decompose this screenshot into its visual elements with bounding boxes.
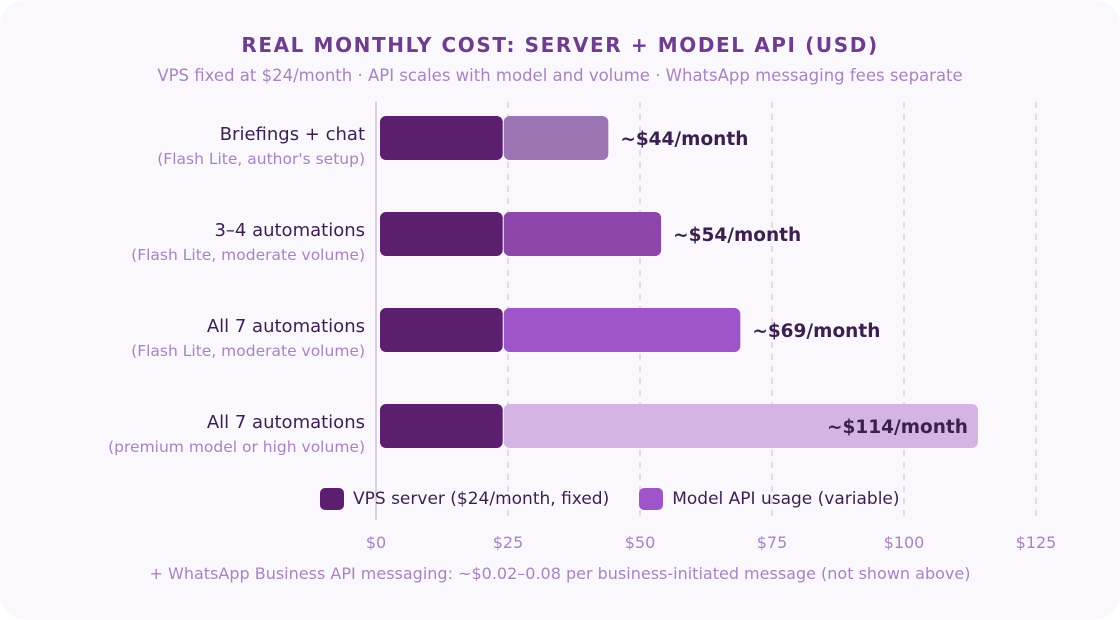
x-tick-label: $0 bbox=[366, 533, 386, 552]
legend-item-vps: VPS server ($24/month, fixed) bbox=[320, 488, 609, 510]
category-sublabel: (Flash Lite, moderate volume) bbox=[131, 342, 365, 360]
x-tick-label: $125 bbox=[1016, 533, 1057, 552]
bar-api bbox=[503, 116, 609, 160]
legend-label-api: Model API usage (variable) bbox=[672, 489, 900, 509]
bar-api bbox=[503, 212, 662, 256]
legend-label-vps: VPS server ($24/month, fixed) bbox=[353, 489, 610, 509]
legend-swatch-api bbox=[639, 488, 664, 510]
chart-subtitle: VPS fixed at $24/month · API scales with… bbox=[157, 66, 963, 85]
bar-vps bbox=[380, 404, 503, 448]
x-tick-label: $25 bbox=[493, 533, 524, 552]
bar-api bbox=[503, 308, 741, 352]
x-tick-label: $50 bbox=[625, 533, 656, 552]
category-label: Briefings + chat bbox=[220, 124, 365, 145]
x-tick-label: $100 bbox=[884, 533, 925, 552]
legend: VPS server ($24/month, fixed) Model API … bbox=[320, 488, 930, 510]
value-label: ~$54/month bbox=[673, 225, 801, 246]
legend-item-api: Model API usage (variable) bbox=[639, 488, 900, 510]
bar-vps bbox=[380, 116, 503, 160]
legend-swatch-vps bbox=[320, 488, 344, 510]
chart-title: REAL MONTHLY COST: SERVER + MODEL API (U… bbox=[241, 33, 879, 57]
category-label: 3–4 automations bbox=[214, 220, 365, 241]
value-label: ~$44/month bbox=[620, 129, 748, 150]
category-label: All 7 automations bbox=[207, 316, 365, 337]
bar-vps bbox=[380, 212, 503, 256]
footnote: + WhatsApp Business API messaging: ~$0.0… bbox=[149, 564, 971, 583]
category-sublabel: (Flash Lite, author's setup) bbox=[157, 150, 365, 168]
value-label: ~$69/month bbox=[752, 321, 880, 342]
x-tick-label: $75 bbox=[757, 533, 788, 552]
category-sublabel: (Flash Lite, moderate volume) bbox=[131, 246, 365, 264]
bar-api bbox=[503, 404, 978, 448]
value-label: ~$114/month bbox=[827, 417, 968, 438]
category-label: All 7 automations bbox=[207, 412, 365, 433]
bar-vps bbox=[380, 308, 503, 352]
category-sublabel: (premium model or high volume) bbox=[108, 438, 365, 456]
